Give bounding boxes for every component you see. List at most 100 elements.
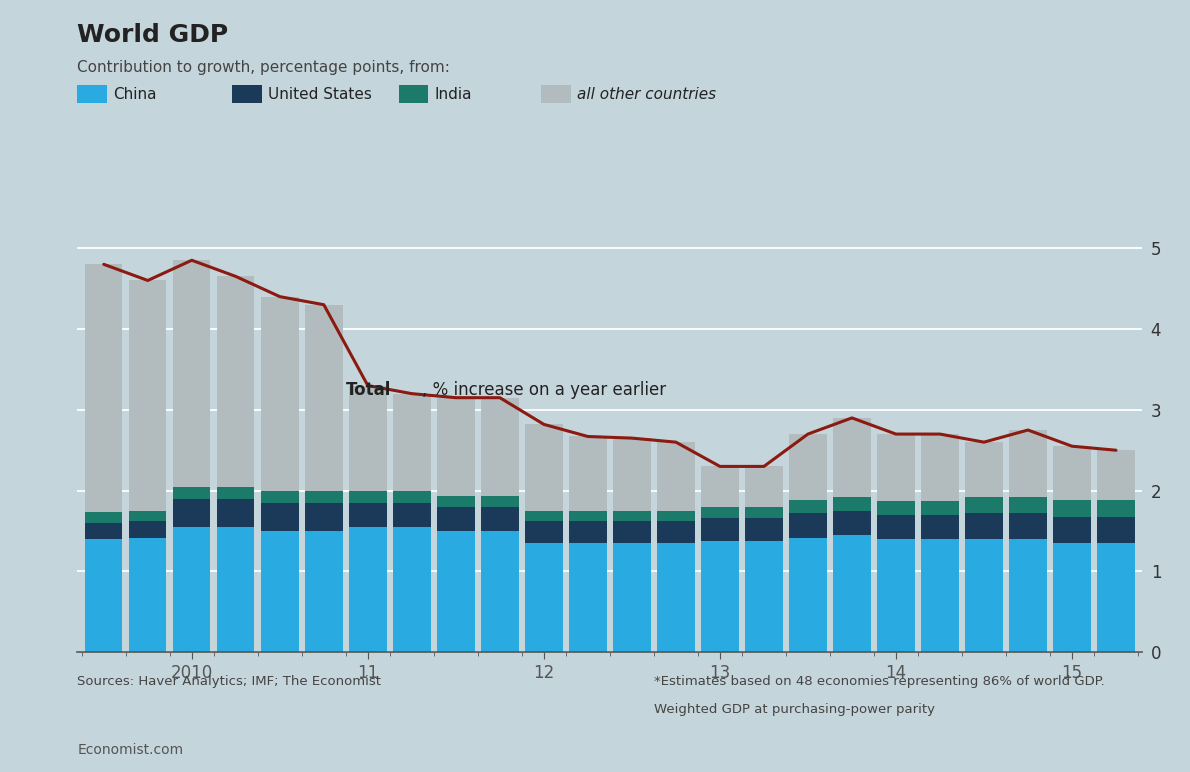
Bar (613, 511, 651, 520)
Bar (1097, 517, 1135, 543)
Bar (129, 521, 167, 537)
Text: all other countries: all other countries (577, 86, 716, 102)
Bar (745, 540, 783, 652)
Bar (525, 511, 563, 520)
Bar (613, 543, 651, 652)
Bar (129, 537, 167, 652)
Bar (877, 434, 915, 501)
Bar (437, 531, 475, 652)
Bar (525, 520, 563, 543)
Bar (1009, 430, 1047, 497)
Text: Weighted GDP at purchasing-power parity: Weighted GDP at purchasing-power parity (654, 703, 935, 716)
Bar (481, 496, 519, 507)
Bar (877, 539, 915, 652)
Bar (833, 418, 871, 497)
Bar (437, 496, 475, 507)
Bar (965, 442, 1003, 497)
Bar (789, 537, 827, 652)
Text: China: China (113, 86, 157, 102)
Bar (349, 503, 387, 527)
Bar (481, 531, 519, 652)
Bar (261, 296, 299, 492)
Bar (349, 527, 387, 652)
Bar (393, 503, 431, 527)
Bar (217, 499, 255, 527)
Bar (437, 507, 475, 531)
Text: United States: United States (268, 86, 371, 102)
Bar (1053, 543, 1091, 652)
Bar (84, 264, 123, 513)
Bar (481, 507, 519, 531)
Bar (833, 511, 871, 535)
Bar (569, 520, 607, 543)
Bar (1009, 513, 1047, 539)
Bar (833, 535, 871, 652)
Bar (657, 442, 695, 511)
Bar (129, 280, 167, 511)
Bar (1009, 497, 1047, 513)
Bar (1053, 499, 1091, 517)
Bar (921, 515, 959, 539)
Bar (217, 276, 255, 487)
Bar (965, 513, 1003, 539)
Bar (305, 531, 343, 652)
Bar (217, 487, 255, 499)
Bar (1097, 499, 1135, 517)
Bar (84, 539, 123, 652)
Bar (305, 492, 343, 503)
Bar (833, 497, 871, 511)
Bar (657, 520, 695, 543)
Bar (877, 515, 915, 539)
Bar (393, 492, 431, 503)
Bar (481, 398, 519, 496)
Bar (965, 497, 1003, 513)
Text: Contribution to growth, percentage points, from:: Contribution to growth, percentage point… (77, 60, 450, 75)
Bar (745, 466, 783, 507)
Bar (701, 540, 739, 652)
Bar (701, 466, 739, 507)
Bar (877, 501, 915, 515)
Bar (525, 425, 563, 511)
Text: India: India (434, 86, 472, 102)
Bar (393, 394, 431, 492)
Bar (1053, 446, 1091, 499)
Bar (701, 507, 739, 518)
Bar (1009, 539, 1047, 652)
Bar (84, 513, 123, 523)
Bar (84, 523, 123, 539)
Bar (965, 539, 1003, 652)
Bar (173, 260, 211, 487)
Bar (921, 501, 959, 515)
Bar (789, 434, 827, 499)
Bar (261, 531, 299, 652)
Bar (569, 543, 607, 652)
Bar (217, 527, 255, 652)
Text: World GDP: World GDP (77, 23, 228, 47)
Bar (525, 543, 563, 652)
Bar (305, 503, 343, 531)
Bar (789, 513, 827, 537)
Bar (173, 527, 211, 652)
Bar (701, 518, 739, 540)
Bar (437, 398, 475, 496)
Bar (349, 385, 387, 492)
Bar (921, 539, 959, 652)
Bar (1097, 450, 1135, 499)
Text: *Estimates based on 48 economies representing 86% of world GDP.: *Estimates based on 48 economies represe… (654, 676, 1106, 689)
Bar (657, 543, 695, 652)
Text: Sources: Haver Analytics; IMF; The Economist: Sources: Haver Analytics; IMF; The Econo… (77, 676, 381, 689)
Text: Total: Total (346, 381, 392, 399)
Bar (129, 511, 167, 521)
Bar (1053, 517, 1091, 543)
Bar (349, 492, 387, 503)
Bar (393, 527, 431, 652)
Bar (173, 499, 211, 527)
Bar (173, 487, 211, 499)
Bar (305, 305, 343, 492)
Bar (261, 492, 299, 503)
Text: Economist.com: Economist.com (77, 743, 183, 757)
Bar (261, 503, 299, 531)
Bar (569, 436, 607, 511)
Bar (745, 518, 783, 540)
Bar (789, 499, 827, 513)
